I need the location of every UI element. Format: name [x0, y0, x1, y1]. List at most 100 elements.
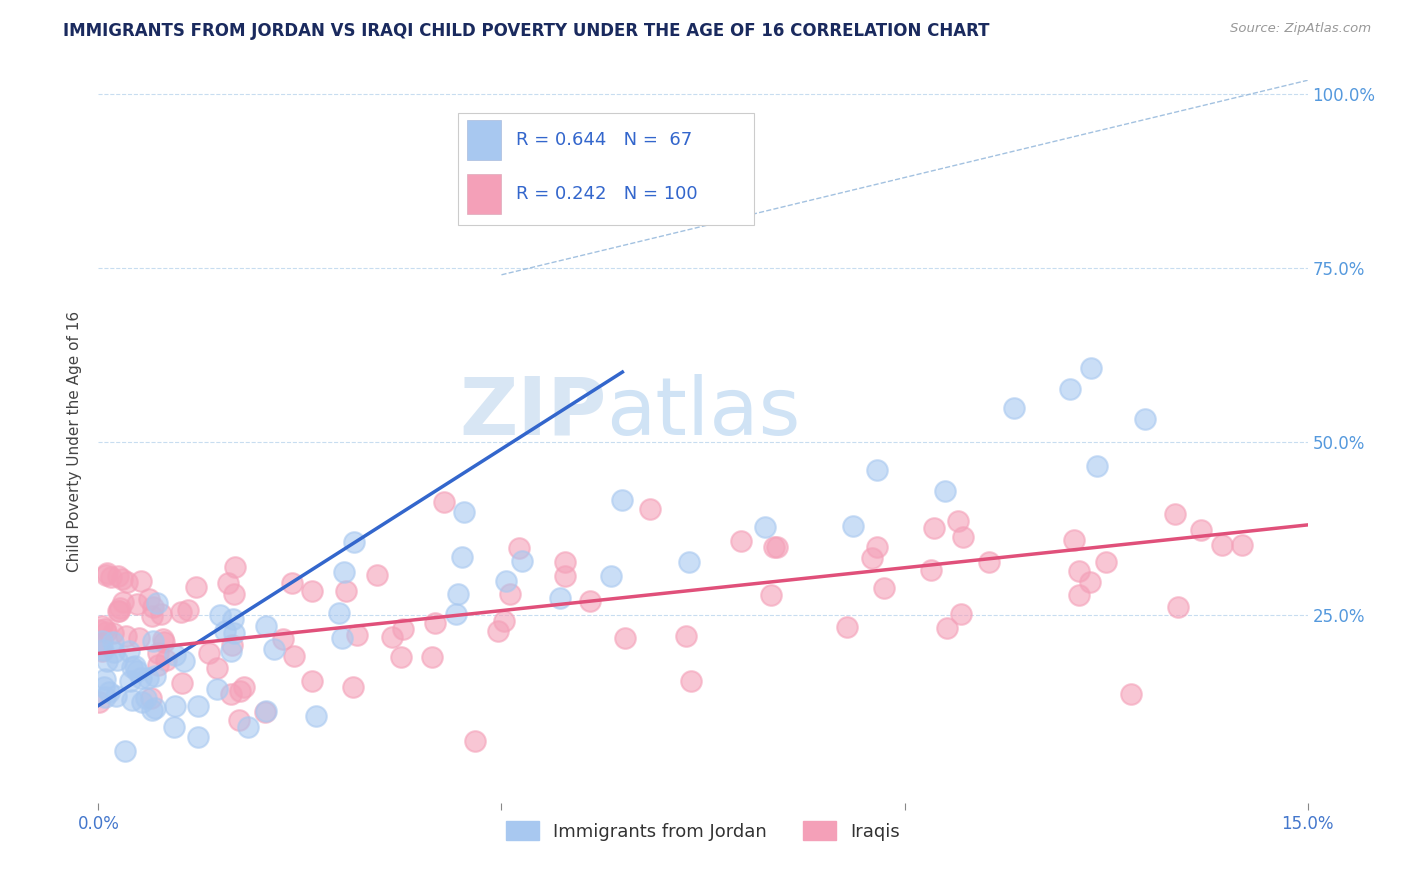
Point — [128, 631, 150, 645]
Point — [1080, 360, 1102, 375]
FancyBboxPatch shape — [457, 112, 754, 225]
Point — [381, 630, 404, 644]
Point — [90, 619, 112, 633]
Point — [1211, 538, 1233, 552]
Point — [1067, 564, 1090, 578]
Point — [91, 643, 114, 657]
Point — [177, 602, 200, 616]
Point — [107, 603, 129, 617]
Point — [335, 584, 357, 599]
Point — [135, 691, 157, 706]
Point — [91, 644, 114, 658]
Point — [447, 587, 470, 601]
Point — [129, 574, 152, 588]
Point — [842, 519, 865, 533]
Point — [170, 676, 193, 690]
Point — [548, 591, 571, 606]
Point — [232, 681, 254, 695]
Point — [423, 616, 446, 631]
Point — [873, 581, 896, 595]
Point — [1094, 555, 1116, 569]
Point — [163, 648, 186, 662]
Point — [214, 624, 236, 639]
Point — [103, 626, 125, 640]
Point — [222, 612, 245, 626]
Point — [922, 521, 945, 535]
Point — [111, 573, 134, 587]
Text: ZIP: ZIP — [458, 374, 606, 451]
Point — [254, 706, 277, 720]
Point — [187, 731, 209, 745]
Point — [131, 695, 153, 709]
Point — [948, 515, 970, 529]
Point — [328, 606, 350, 620]
Point — [96, 568, 118, 582]
Point — [217, 576, 239, 591]
Point — [494, 615, 516, 629]
Point — [1063, 533, 1085, 547]
Point — [305, 709, 328, 723]
Point — [148, 657, 170, 672]
Point — [87, 695, 110, 709]
Point — [866, 540, 889, 554]
Point — [205, 661, 228, 675]
Point — [112, 595, 135, 609]
Point — [139, 690, 162, 705]
Point — [761, 588, 783, 602]
Point — [678, 556, 700, 570]
Point — [163, 698, 186, 713]
Point — [221, 688, 243, 702]
Point — [90, 637, 112, 651]
Point — [1189, 523, 1212, 537]
Point — [254, 619, 277, 633]
Point — [101, 635, 124, 649]
Point — [433, 494, 456, 508]
Point — [138, 592, 160, 607]
Point — [87, 623, 110, 637]
Point — [105, 690, 128, 704]
Point — [186, 580, 208, 594]
Point — [94, 690, 117, 704]
Point — [120, 674, 142, 689]
Point — [1002, 401, 1025, 415]
Point — [934, 484, 956, 499]
Point — [1059, 382, 1081, 396]
Point — [1119, 687, 1142, 701]
Point — [342, 535, 364, 549]
Point — [346, 628, 368, 642]
Point — [1067, 588, 1090, 602]
Point — [105, 653, 128, 667]
Legend: Immigrants from Jordan, Iraqis: Immigrants from Jordan, Iraqis — [499, 814, 907, 848]
Point — [129, 671, 152, 685]
Point — [115, 575, 138, 590]
Point — [115, 629, 138, 643]
Point — [103, 645, 125, 659]
Bar — [467, 174, 501, 214]
Point — [283, 649, 305, 664]
Point — [920, 563, 942, 577]
Point — [835, 620, 858, 634]
Point — [155, 653, 177, 667]
Point — [108, 600, 131, 615]
Text: IMMIGRANTS FROM JORDAN VS IRAQI CHILD POVERTY UNDER THE AGE OF 16 CORRELATION CH: IMMIGRANTS FROM JORDAN VS IRAQI CHILD PO… — [63, 22, 990, 40]
Point — [342, 680, 364, 694]
Point — [333, 565, 356, 579]
Point — [1230, 538, 1253, 552]
Point — [142, 599, 165, 614]
Point — [280, 576, 302, 591]
Point — [228, 713, 250, 727]
Point — [935, 621, 957, 635]
Point — [1133, 412, 1156, 426]
Point — [198, 646, 221, 660]
Point — [170, 605, 193, 619]
Point — [152, 635, 174, 649]
Point — [107, 604, 129, 618]
Point — [96, 566, 118, 580]
Point — [512, 554, 534, 568]
Y-axis label: Child Poverty Under the Age of 16: Child Poverty Under the Age of 16 — [67, 311, 83, 572]
Point — [118, 644, 141, 658]
Point — [679, 673, 702, 688]
Point — [254, 704, 277, 718]
Point — [612, 493, 634, 508]
Point — [444, 607, 467, 621]
